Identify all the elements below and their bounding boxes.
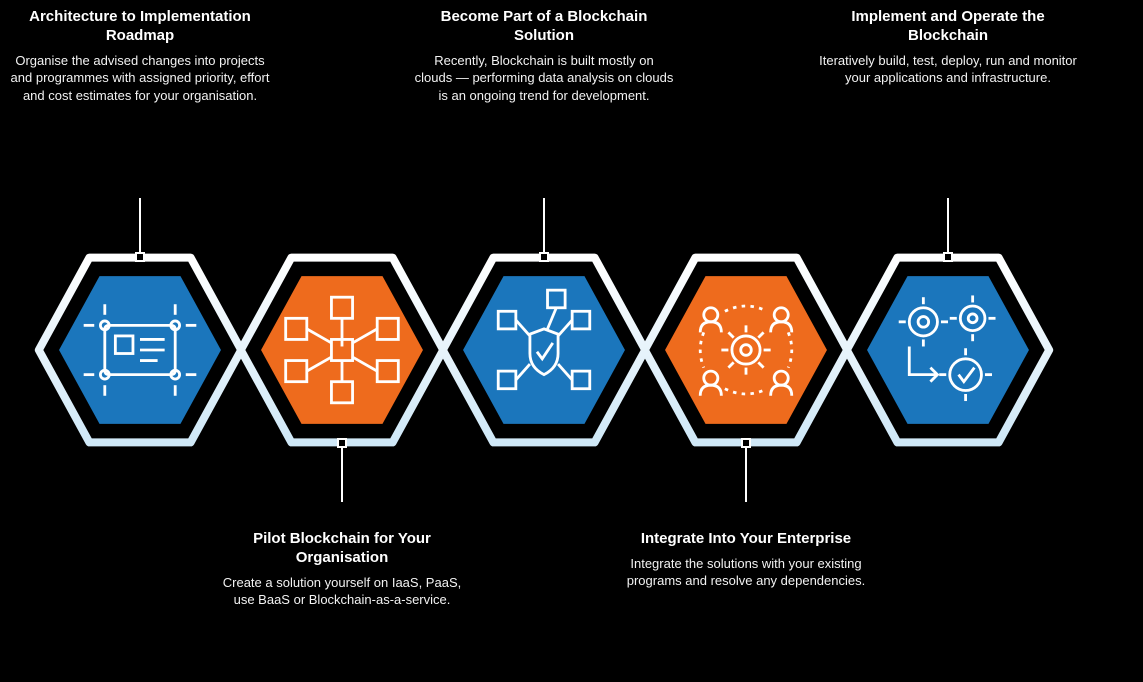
connector-dot (337, 438, 347, 448)
connector-line (341, 442, 343, 502)
node-desc: Recently, Blockchain is built mostly on … (414, 52, 674, 105)
node-desc: Organise the advised changes into projec… (10, 52, 270, 105)
connector-line (745, 442, 747, 502)
node-label-1: Architecture to Implementation Roadmap Or… (10, 8, 270, 104)
blueprint-icon (52, 262, 228, 438)
connector-dot (135, 252, 145, 262)
hexagon-row (30, 240, 1040, 460)
connector-dot (539, 252, 549, 262)
node-label-2: Pilot Blockchain for Your Organisation Cr… (212, 530, 472, 609)
connector-dot (943, 252, 953, 262)
node-title: Architecture to Implementation Roadmap (10, 8, 270, 46)
node-title: Become Part of a Blockchain Solution (414, 8, 674, 46)
node-title: Pilot Blockchain for Your Organisation (212, 530, 472, 568)
gears-flow-icon (860, 262, 1036, 438)
hex-node-5 (838, 240, 1058, 460)
connector-line (947, 198, 949, 258)
hex-node-3 (434, 240, 654, 460)
node-title: Integrate Into Your Enterprise (616, 530, 876, 549)
network-icon (254, 262, 430, 438)
node-label-4: Integrate Into Your Enterprise Integrate … (616, 530, 876, 590)
node-desc: Create a solution yourself on IaaS, PaaS… (212, 574, 472, 609)
node-label-3: Become Part of a Blockchain Solution Rece… (414, 8, 674, 104)
hex-node-4 (636, 240, 856, 460)
connector-line (139, 198, 141, 258)
node-desc: Integrate the solutions with your existi… (616, 555, 876, 590)
node-title: Implement and Operate the Blockchain (818, 8, 1078, 46)
hex-node-2 (232, 240, 452, 460)
connector-dot (741, 438, 751, 448)
connector-line (543, 198, 545, 258)
node-label-5: Implement and Operate the Blockchain Iter… (818, 8, 1078, 87)
people-gear-icon (658, 262, 834, 438)
shield-nodes-icon (456, 262, 632, 438)
node-desc: Iteratively build, test, deploy, run and… (818, 52, 1078, 87)
hex-node-1 (30, 240, 250, 460)
